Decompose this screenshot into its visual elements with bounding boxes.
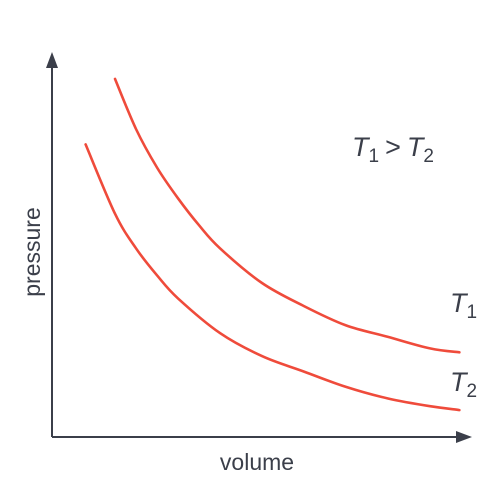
series-label-t2-symbol: T xyxy=(450,367,469,397)
y-axis-label: pressure xyxy=(19,207,45,296)
series-label-t1-symbol: T xyxy=(450,288,469,318)
annotation-right-symbol: T xyxy=(407,132,426,162)
annotation-operator: > xyxy=(385,132,401,162)
series-label-t1: T1 xyxy=(450,288,477,323)
series-label-t2-subscript: 2 xyxy=(467,381,478,402)
x-axis-label: volume xyxy=(220,449,294,475)
annotation-left-subscript: 1 xyxy=(369,146,380,167)
series-label-t2: T2 xyxy=(450,367,477,402)
x-axis-arrow xyxy=(456,431,472,443)
isotherm-curve-t2 xyxy=(84,143,461,412)
isotherm-curve-t1 xyxy=(113,77,461,354)
series-label-t1-subscript: 1 xyxy=(467,302,478,323)
curve-group xyxy=(84,77,461,412)
temperature-comparison-annotation: T1 > T2 xyxy=(352,132,434,167)
y-axis-arrow xyxy=(46,52,58,68)
annotation-right-subscript: 2 xyxy=(423,146,434,167)
annotation-left-symbol: T xyxy=(352,132,371,162)
